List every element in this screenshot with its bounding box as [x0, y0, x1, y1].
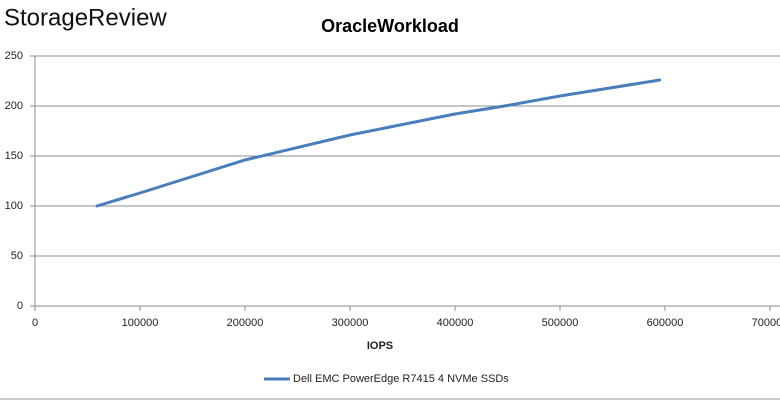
- x-tick-label: 200000: [227, 317, 264, 329]
- x-tick-label: 500000: [542, 317, 579, 329]
- y-tick-label: 100: [5, 200, 23, 212]
- x-tick-label: 400000: [437, 317, 474, 329]
- y-tick-label: 150: [5, 150, 23, 162]
- x-tick-label: 0: [32, 317, 38, 329]
- y-tick-label: 250: [5, 50, 23, 62]
- line: [95, 78, 662, 208]
- x-tick-label: 100000: [122, 317, 159, 329]
- x-axis-title: IOPS: [367, 340, 393, 352]
- chart-title: OracleWorkload: [321, 16, 459, 36]
- x-tick-label: 600000: [647, 317, 684, 329]
- y-tick-label: 0: [17, 300, 23, 312]
- x-tick-label: 300000: [332, 317, 369, 329]
- y-tick-label: 200: [5, 100, 23, 112]
- logo: StorageReview: [4, 4, 167, 31]
- x-tick-label: 700000: [752, 317, 780, 329]
- y-tick-label: 50: [11, 250, 23, 262]
- legend-label: Dell EMC PowerEdge R7415 4 NVMe SSDs: [293, 373, 509, 385]
